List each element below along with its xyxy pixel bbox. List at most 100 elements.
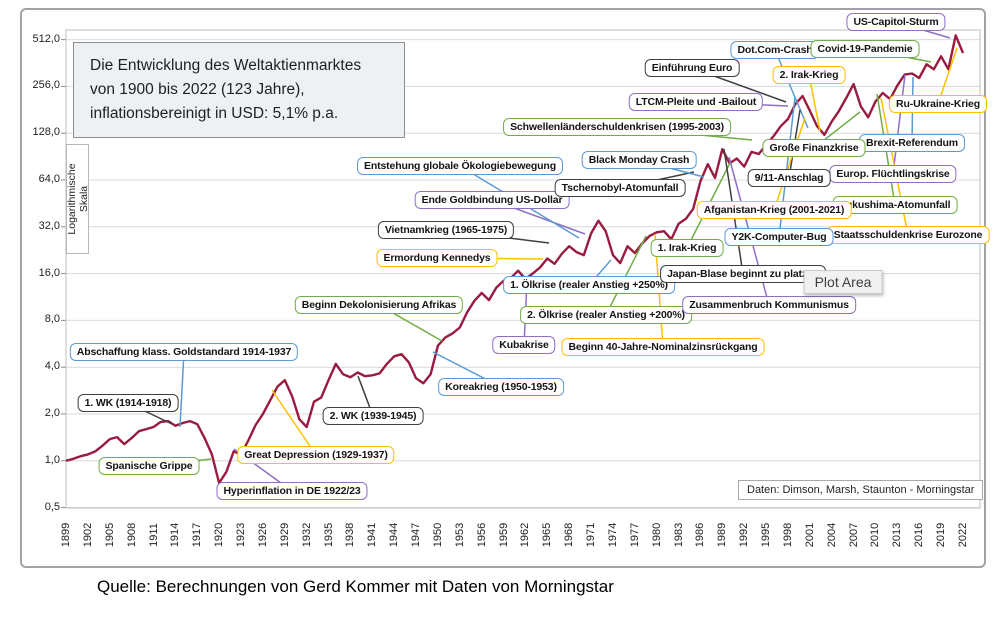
- annotation-gro-e-finanzkrise[interactable]: Große Finanzkrise: [762, 139, 866, 157]
- y-axis-label-box: Logarithmische Skala: [65, 144, 90, 254]
- chart-title-line: inflationsbereinigt in USD: 5,1% p.a.: [90, 105, 339, 123]
- annotation-hyperinflation-in-de-1922-23[interactable]: Hyperinflation in DE 1922/23: [216, 482, 368, 500]
- annotation-spanische-grippe[interactable]: Spanische Grippe: [98, 457, 200, 475]
- x-axis-tick-label: 1899: [60, 522, 72, 548]
- x-axis-tick-label: 1968: [563, 522, 576, 548]
- chart-title-line: von 1900 bis 2022 (123 Jahre),: [90, 81, 305, 99]
- y-axis-label: Logarithmische Skala: [65, 163, 90, 235]
- chart-title-box[interactable]: Die Entwicklung des Weltaktienmarktes vo…: [73, 42, 405, 139]
- x-axis-tick-label: 1956: [475, 522, 488, 548]
- x-axis-tick-label: 1920: [213, 522, 226, 548]
- x-axis-tick-label: 1953: [453, 522, 466, 548]
- data-source-box[interactable]: Daten: Dimson, Marsh, Staunton - Morning…: [738, 480, 984, 500]
- x-axis-tick-label: 1980: [650, 522, 663, 548]
- annotation-ermordung-kennedys[interactable]: Ermordung Kennedys: [376, 249, 498, 267]
- plot-border: [65, 29, 981, 509]
- annotation-2-lkrise-realer-anstieg-200[interactable]: 2. Ölkrise (realer Anstieg +200%): [520, 306, 692, 324]
- x-axis-tick-label: 1983: [672, 522, 685, 548]
- annotation-leader-line: [808, 74, 821, 132]
- x-axis-tick-label: 1944: [388, 522, 401, 548]
- annotation-black-monday-crash[interactable]: Black Monday Crash: [581, 151, 697, 169]
- y-axis-tick-label: 32,0: [38, 219, 60, 232]
- annotation-tschernobyl-atomunfall[interactable]: Tschernobyl-Atomunfall: [554, 179, 686, 197]
- x-axis-tick-label: 2007: [847, 522, 860, 548]
- annotation-abschaffung-klass-goldstandard-1914-1937[interactable]: Abschaffung klass. Goldstandard 1914-193…: [69, 343, 299, 361]
- annotation-9-11-anschlag[interactable]: 9/11-Anschlag: [747, 169, 831, 187]
- x-axis-tick-label: 1971: [585, 522, 598, 548]
- x-axis-tick-label: 1965: [541, 522, 554, 548]
- annotation-1-irak-krieg[interactable]: 1. Irak-Krieg: [650, 239, 724, 257]
- y-axis-tick-label: 128,0: [32, 126, 60, 139]
- x-axis-tick-label: 1986: [694, 522, 707, 548]
- y-axis-tick-label: 4,0: [44, 360, 60, 373]
- x-axis-tick-label: 2010: [869, 522, 882, 548]
- x-axis-tick-label: 1947: [410, 522, 423, 548]
- annotation-leader-line: [892, 74, 906, 175]
- annotation-dot-com-crash[interactable]: Dot.Com-Crash: [730, 41, 820, 59]
- annotation-beginn-40-jahre-nominalzinsr-ckgang[interactable]: Beginn 40-Jahre-Nominalzinsrückgang: [561, 338, 765, 356]
- x-axis-tick-label: 1917: [191, 522, 204, 548]
- annotation-leader-line: [179, 351, 185, 428]
- x-axis-tick-label: 1902: [81, 522, 94, 548]
- annotation-ltcm-pleite-und-bailout[interactable]: LTCM-Pleite und -Bailout: [628, 93, 764, 111]
- y-axis-tick-label: 64,0: [38, 173, 60, 185]
- annotation-vietnamkrieg-1965-1975[interactable]: Vietnamkrieg (1965-1975): [377, 221, 515, 239]
- x-axis-tick-label: 1911: [147, 523, 160, 547]
- x-axis-tick-label: 2001: [803, 522, 816, 548]
- annotation-ende-goldbindung-us-dollar[interactable]: Ende Goldbindung US-Dollar: [414, 191, 570, 209]
- x-axis-tick-label: 1977: [628, 522, 641, 548]
- annotation-schwellenl-nderschuldenkrisen-1995-2003[interactable]: Schwellenländerschuldenkrisen (1995-2003…: [503, 118, 731, 136]
- annotation-covid-19-pandemie[interactable]: Covid-19-Pandemie: [810, 40, 920, 58]
- annotation-europ-fl-chtlingskrise[interactable]: Europ. Flüchtlingskrise: [829, 165, 957, 183]
- y-axis-tick-label: 8,0: [44, 313, 60, 326]
- x-axis-tick-label: 1914: [169, 522, 182, 548]
- x-axis-tick-label: 1935: [322, 522, 335, 548]
- annotation-entstehung-globale-kologiebewegung[interactable]: Entstehung globale Ökologiebewegung: [357, 157, 563, 175]
- annotation-leader-line: [271, 389, 317, 456]
- annotation-zusammenbruch-kommunismus[interactable]: Zusammenbruch Kommunismus: [682, 296, 856, 314]
- annotation-leader-line: [937, 47, 958, 105]
- x-axis-tick-label: 1926: [256, 522, 269, 548]
- annotation-afganistan-krieg-2001-2021[interactable]: Afganistan-Krieg (2001-2021): [696, 201, 852, 219]
- annotation-japan-blase-beginnt-zu-platzen[interactable]: Japan-Blase beginnt zu platzen: [660, 265, 826, 283]
- x-axis-tick-label: 2022: [957, 522, 969, 548]
- annotation-y2k-computer-bug[interactable]: Y2K-Computer-Bug: [724, 228, 834, 246]
- x-axis-tick-label: 1989: [716, 522, 729, 548]
- annotation-staatsschuldenkrise-eurozone[interactable]: Staatsschuldenkrise Eurozone: [826, 226, 990, 244]
- annotation-1-lkrise-realer-anstieg-250[interactable]: 1. Ölkrise (realer Anstieg +250%): [503, 276, 675, 294]
- x-axis-tick-label: 2016: [913, 522, 926, 548]
- y-axis-tick-label: 256,0: [32, 79, 60, 92]
- annotation-leader-line: [774, 49, 809, 129]
- x-axis-tick-label: 1932: [300, 522, 313, 548]
- annotation-beginn-dekolonisierung-afrikas[interactable]: Beginn Dekolonisierung Afrikas: [294, 296, 464, 314]
- source-caption: Quelle: Berechnungen von Gerd Kommer mit…: [97, 577, 614, 596]
- x-axis-tick-label: 1941: [366, 522, 379, 548]
- x-axis-tick-label: 1998: [781, 522, 794, 548]
- annotation-brexit-referendum[interactable]: Brexit-Referendum: [859, 134, 965, 152]
- annotation-kubakrise[interactable]: Kubakrise: [492, 336, 556, 354]
- x-axis-tick-label: 1974: [606, 522, 619, 548]
- x-axis-tick-label: 1959: [497, 522, 510, 548]
- x-axis-tick-label: 2019: [935, 522, 948, 548]
- x-axis-tick-label: 2004: [825, 522, 838, 548]
- x-axis-tick-label: 1929: [278, 522, 291, 548]
- annotation-ru-ukraine-krieg[interactable]: Ru-Ukraine-Krieg: [889, 95, 987, 113]
- annotation-leader-line: [605, 235, 647, 316]
- x-axis-tick-label: 1908: [125, 522, 138, 548]
- annotation-us-capitol-sturm[interactable]: US-Capitol-Sturm: [846, 13, 946, 31]
- annotation-2-irak-krieg[interactable]: 2. Irak-Krieg: [772, 66, 846, 84]
- plot-area-tooltip: Plot Area: [803, 270, 883, 294]
- x-axis-tick-label: 1995: [760, 522, 773, 548]
- annotation-koreakrieg-1950-1953[interactable]: Koreakrieg (1950-1953): [438, 378, 564, 396]
- x-axis-tick-label: 2013: [891, 522, 904, 548]
- annotation-great-depression-1929-1937[interactable]: Great Depression (1929-1937): [237, 446, 395, 464]
- x-axis-tick-label: 1950: [431, 522, 444, 548]
- annotation-fukushima-atomunfall[interactable]: Fukushima-Atomunfall: [832, 196, 958, 214]
- annotation-2-wk-1939-1945[interactable]: 2. WK (1939-1945): [322, 407, 424, 425]
- y-axis-tick-label: 1,0: [44, 453, 60, 466]
- annotation-einf-hrung-euro[interactable]: Einführung Euro: [644, 59, 740, 77]
- y-axis-tick-label: 16,0: [38, 266, 60, 279]
- annotation-1-wk-1914-1918[interactable]: 1. WK (1914-1918): [77, 394, 179, 412]
- chart-title-line: Die Entwicklung des Weltaktienmarktes: [90, 57, 362, 74]
- price-line: [65, 34, 965, 485]
